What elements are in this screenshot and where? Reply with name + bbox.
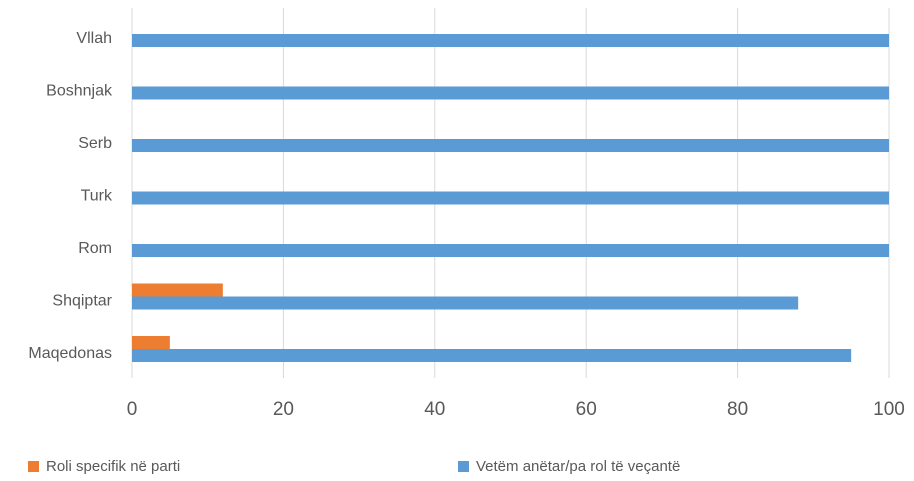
- bar: [132, 191, 889, 205]
- legend-swatch: [458, 461, 469, 472]
- y-tick-label: Vllah: [76, 30, 112, 47]
- x-tick-label: 100: [873, 399, 905, 420]
- bar: [132, 244, 889, 257]
- y-tick-label: Rom: [78, 240, 112, 257]
- bar: [132, 283, 223, 297]
- y-tick-label: Turk: [81, 188, 113, 205]
- bar: [132, 139, 889, 152]
- bar: [132, 349, 852, 362]
- bar: [132, 296, 799, 310]
- bar: [132, 34, 889, 47]
- x-tick-label: 60: [576, 399, 597, 420]
- y-tick-label: Boshnjak: [46, 83, 113, 100]
- legend-label: Roli specifik në parti: [46, 458, 180, 475]
- bar: [132, 336, 170, 349]
- x-tick-label: 20: [273, 399, 294, 420]
- x-tick-label: 40: [424, 399, 445, 420]
- y-tick-label: Shqiptar: [52, 293, 112, 310]
- y-tick-label: Maqedonas: [28, 345, 112, 362]
- x-tick-label: 80: [727, 399, 748, 420]
- y-tick-label: Serb: [78, 135, 112, 152]
- x-tick-label: 0: [127, 399, 138, 420]
- legend-label: Vetëm anëtar/pa rol të veçantë: [476, 458, 680, 475]
- bar: [132, 86, 889, 100]
- legend-swatch: [28, 461, 39, 472]
